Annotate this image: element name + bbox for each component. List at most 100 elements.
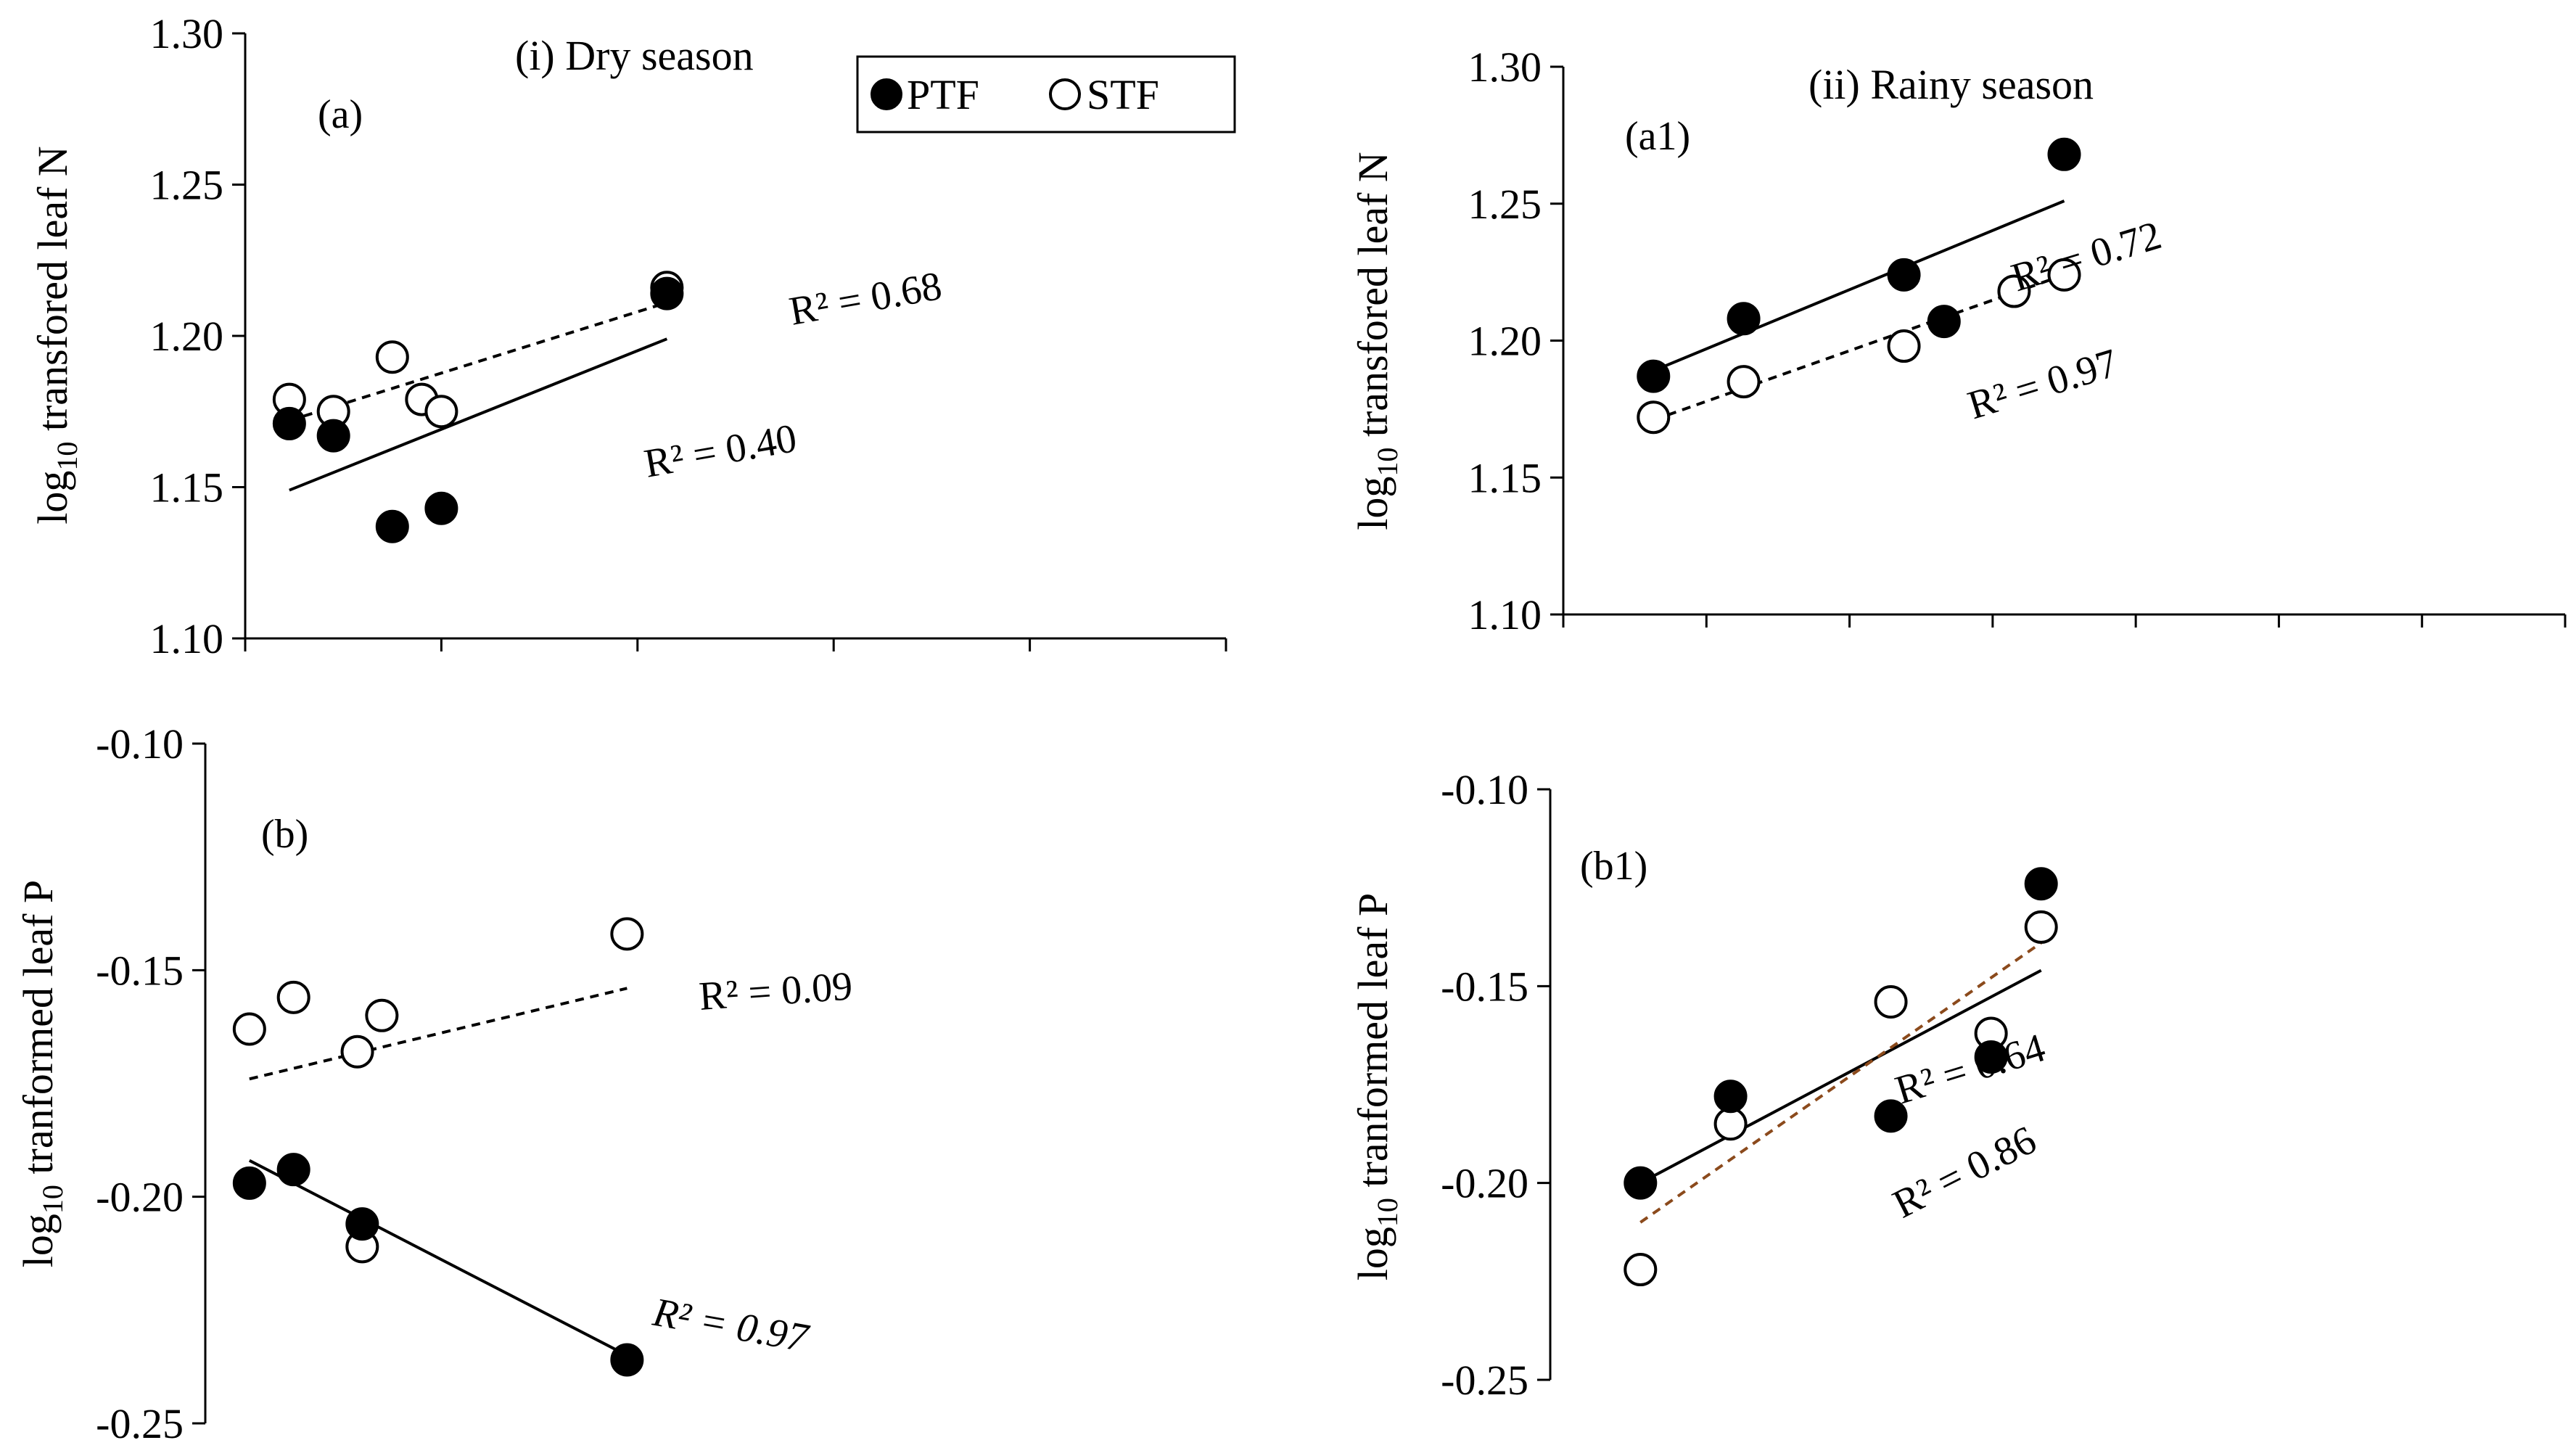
point-stf xyxy=(610,917,644,951)
y-tick-label: 1.20 xyxy=(150,313,224,360)
panel-b1-rainy-p: -0.25 -0.20 -0.15 -0.10 log10 tranformed le… xyxy=(1349,766,2058,1404)
point-ptf xyxy=(2047,137,2081,171)
panel-a1-rainy-n: 1.10 1.15 1.20 1.25 1.30 log10 transfored le… xyxy=(1349,44,2567,638)
point-ptf xyxy=(1974,1040,2008,1074)
point-ptf xyxy=(650,276,684,310)
y-tick-label: 1.10 xyxy=(1468,591,1542,638)
y-tick-label: -0.15 xyxy=(1441,963,1528,1010)
panel-label: (b1) xyxy=(1580,844,1647,889)
y-ticks: -0.25 -0.20 -0.15 -0.10 xyxy=(96,720,205,1447)
point-ptf xyxy=(276,1153,310,1187)
legend-label-stf: STF xyxy=(1087,71,1159,118)
fit-line-stf xyxy=(1653,273,2065,421)
legend-box xyxy=(856,55,1236,133)
y-tick-label: 1.15 xyxy=(150,464,224,511)
legend-marker-stf xyxy=(1049,78,1081,110)
y-tick-label: 1.25 xyxy=(150,162,224,209)
point-stf xyxy=(1727,365,1761,399)
point-stf xyxy=(1887,329,1921,363)
point-stf xyxy=(1874,985,1908,1019)
point-ptf xyxy=(1713,1079,1748,1114)
point-ptf xyxy=(610,1343,644,1377)
y-tick-label: 1.10 xyxy=(150,615,224,662)
data-points xyxy=(1637,137,2081,435)
fit-lines xyxy=(248,987,628,1357)
y-tick-label: -0.15 xyxy=(96,947,184,994)
fit-lines xyxy=(289,301,668,492)
y-tick-label: -0.20 xyxy=(1441,1160,1528,1207)
y-tick-label: 1.15 xyxy=(1468,454,1542,501)
legend-label-ptf: PTF xyxy=(907,71,979,118)
fit-lines xyxy=(1653,200,2065,421)
fit-line-ptf xyxy=(248,1159,628,1357)
point-ptf xyxy=(345,1207,379,1241)
point-ptf xyxy=(1927,305,1961,339)
legend-marker-ptf xyxy=(871,78,902,110)
y-axis-label: log10 tranformed leaf P xyxy=(15,880,69,1267)
x-ticks xyxy=(244,638,1227,651)
point-ptf xyxy=(1874,1099,1908,1133)
y-tick-label: 1.25 xyxy=(1468,181,1542,228)
point-stf xyxy=(340,1035,374,1069)
y-tick-label: -0.10 xyxy=(1441,766,1528,813)
point-ptf xyxy=(1727,302,1761,336)
point-ptf xyxy=(272,406,306,440)
panel-a-dry-n: 1.10 1.15 1.20 1.25 1.30 log10 transfored le… xyxy=(29,10,1227,662)
point-stf xyxy=(1713,1107,1748,1141)
y-tick-label: -0.25 xyxy=(96,1400,184,1447)
fit-line-stf xyxy=(1639,941,2042,1224)
point-stf xyxy=(1997,274,2031,308)
r2-label-ptf: R² = 0.97 xyxy=(649,1290,812,1362)
y-tick-label: -0.25 xyxy=(1441,1357,1528,1404)
y-ticks: 1.10 1.15 1.20 1.25 1.30 xyxy=(1468,44,1563,638)
panel-label: (a) xyxy=(318,92,363,137)
r2-label-ptf: R² = 0.72 xyxy=(2007,213,2167,300)
y-axis-label: log10 transfored leaf N xyxy=(29,146,83,525)
point-ptf xyxy=(316,419,350,453)
point-stf xyxy=(365,998,399,1032)
point-stf xyxy=(1637,400,1671,435)
point-stf xyxy=(1624,1253,1658,1287)
r2-label-stf: R² = 0.09 xyxy=(698,963,855,1019)
season-title: (i) Dry season xyxy=(515,32,754,79)
y-tick-label: -0.10 xyxy=(96,720,184,768)
y-axis-label: log10 transfored leaf N xyxy=(1349,152,1404,530)
fit-line-stf xyxy=(289,301,667,422)
data-points xyxy=(272,271,684,543)
point-ptf xyxy=(2024,867,2058,901)
point-ptf xyxy=(232,1166,266,1200)
fit-line-ptf xyxy=(1653,200,2065,372)
point-stf xyxy=(2047,258,2081,292)
y-tick-label: 1.20 xyxy=(1468,318,1542,365)
y-tick-label: 1.30 xyxy=(150,10,224,57)
point-stf xyxy=(375,340,409,374)
point-ptf xyxy=(424,491,458,525)
data-points xyxy=(1624,867,2058,1287)
point-stf xyxy=(424,395,458,429)
point-ptf xyxy=(1624,1166,1658,1200)
fit-lines xyxy=(1639,941,2042,1224)
r2-label-stf: R² = 0.86 xyxy=(1886,1117,2044,1227)
panel-label: (a1) xyxy=(1625,114,1690,159)
panel-label: (b) xyxy=(261,812,308,857)
r2-label-ptf: R² = 0.40 xyxy=(641,416,799,487)
point-stf xyxy=(2024,910,2058,944)
data-points xyxy=(232,917,644,1377)
point-ptf xyxy=(1637,359,1671,393)
x-ticks xyxy=(1562,614,2567,628)
legend: PTF STF xyxy=(856,55,1236,133)
y-ticks: 1.10 1.15 1.20 1.25 1.30 xyxy=(150,10,245,662)
point-ptf xyxy=(1887,258,1921,292)
y-tick-label: 1.30 xyxy=(1468,44,1542,91)
point-stf xyxy=(276,980,310,1014)
point-stf xyxy=(232,1012,266,1046)
panel-b-dry-p: -0.25 -0.20 -0.15 -0.10 log10 tranformed le… xyxy=(15,720,854,1447)
y-ticks: -0.25 -0.20 -0.15 -0.10 xyxy=(1441,766,1550,1404)
r2-label-stf: R² = 0.97 xyxy=(1963,340,2123,428)
fit-line-stf xyxy=(249,987,627,1081)
r2-label-stf: R² = 0.68 xyxy=(786,263,945,334)
season-title: (ii) Rainy season xyxy=(1808,61,2094,108)
point-ptf xyxy=(375,509,409,543)
fit-line-ptf xyxy=(1639,968,2042,1185)
